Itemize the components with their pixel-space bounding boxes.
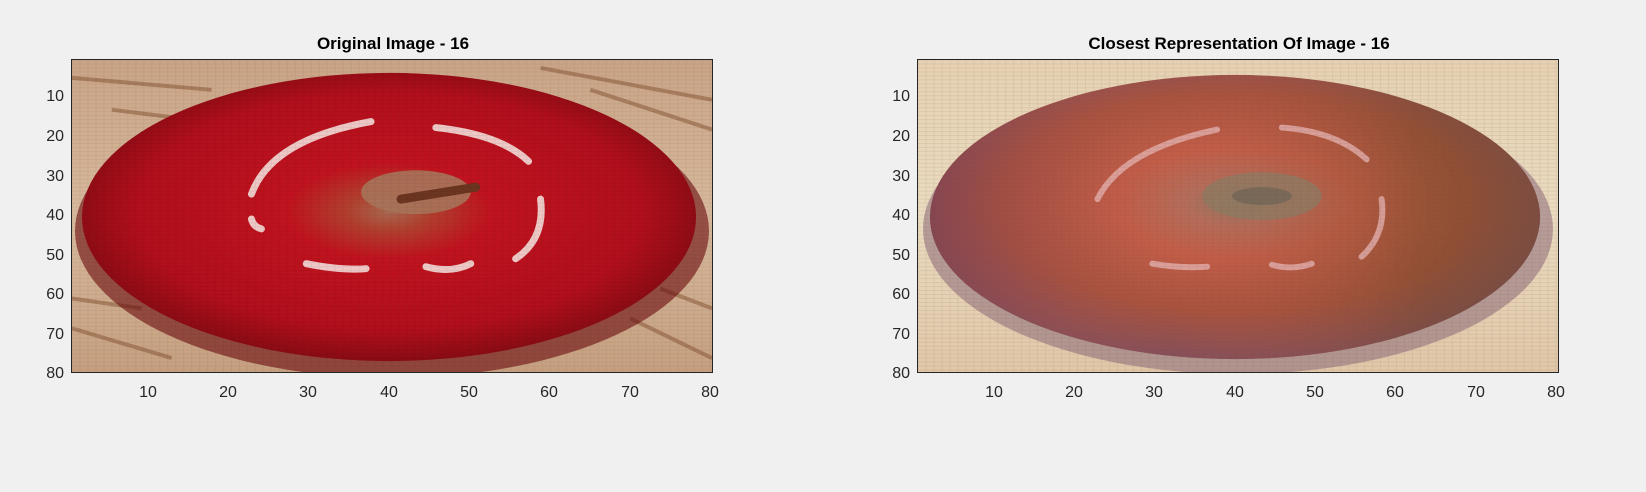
- image-axes-reconstruction[interactable]: [917, 59, 1559, 373]
- panel-original: Original Image - 16: [0, 0, 820, 492]
- x-tick-label: 60: [540, 384, 558, 401]
- y-tick-label: 60: [892, 286, 910, 303]
- x-tick-label: 10: [985, 384, 1003, 401]
- y-tick-label: 30: [46, 168, 64, 185]
- x-tick-label: 80: [1547, 384, 1565, 401]
- apple-image-reconstruction: [918, 60, 1558, 372]
- panel-title: Closest Representation Of Image - 16: [1088, 34, 1390, 53]
- y-tick-label: 50: [46, 247, 64, 264]
- y-tick-label: 20: [892, 128, 910, 145]
- x-tick-label: 20: [1065, 384, 1083, 401]
- y-tick-label: 80: [892, 365, 910, 382]
- y-tick-label: 50: [892, 247, 910, 264]
- y-tick-label: 10: [46, 88, 64, 105]
- y-tick-label: 40: [892, 207, 910, 224]
- panel-title: Original Image - 16: [316, 34, 470, 53]
- y-tick-label: 80: [46, 365, 64, 382]
- apple-image-original: [72, 60, 712, 372]
- y-tick-label: 20: [46, 128, 64, 145]
- x-tick-label: 80: [701, 384, 719, 401]
- x-tick-label: 30: [1145, 384, 1163, 401]
- image-axes-original[interactable]: [71, 59, 713, 373]
- y-tick-label: 30: [892, 168, 910, 185]
- y-tick-label: 40: [46, 207, 64, 224]
- x-tick-label: 20: [219, 384, 237, 401]
- y-tick-label: 10: [892, 88, 910, 105]
- x-tick-label: 50: [1306, 384, 1324, 401]
- y-tick-label: 70: [46, 326, 64, 343]
- x-tick-label: 50: [460, 384, 478, 401]
- x-tick-label: 40: [380, 384, 398, 401]
- x-tick-label: 10: [139, 384, 157, 401]
- x-tick-label: 60: [1386, 384, 1404, 401]
- x-tick-label: 40: [1226, 384, 1244, 401]
- x-tick-label: 70: [621, 384, 639, 401]
- x-tick-label: 30: [299, 384, 317, 401]
- y-tick-label: 70: [892, 326, 910, 343]
- y-tick-label: 60: [46, 286, 64, 303]
- x-tick-label: 70: [1467, 384, 1485, 401]
